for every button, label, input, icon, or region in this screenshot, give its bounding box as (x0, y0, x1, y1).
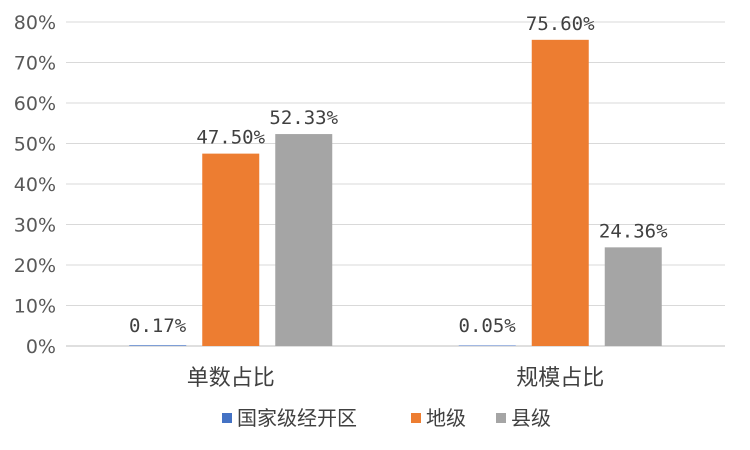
y-tick-label: 80% (14, 12, 56, 34)
y-tick-label: 10% (14, 296, 56, 318)
legend-label: 县级 (511, 406, 551, 430)
legend-label: 地级 (426, 406, 466, 430)
y-tick-label: 70% (14, 53, 56, 75)
bar (129, 345, 187, 346)
data-label: 0.17% (129, 315, 187, 337)
legend-swatch (496, 413, 506, 423)
y-tick-label: 60% (14, 93, 56, 115)
data-label: 0.05% (459, 315, 517, 337)
bar (604, 247, 662, 346)
y-tick-label: 20% (14, 255, 56, 277)
x-tick-label: 单数占比 (187, 366, 275, 391)
legend-swatch (222, 413, 232, 423)
data-label: 47.50% (196, 127, 265, 149)
data-labels: 0.17% 47.50%52.33% 0.05% 75.60% 24.36% (129, 13, 668, 337)
y-tick-label: 50% (14, 134, 56, 156)
bars (129, 39, 662, 346)
legend: 国家级经开区 地级 县级 (222, 406, 551, 430)
bar (531, 39, 589, 346)
bar (458, 345, 516, 346)
bar (202, 153, 260, 346)
y-tick-label: 0% (26, 336, 56, 358)
x-axis: 单数占比 规模占比 (187, 366, 605, 391)
y-tick-label: 30% (14, 215, 56, 237)
y-axis: 0% 10% 20% 30% 40% 50% 60% 70% 80% (14, 12, 56, 358)
legend-swatch (411, 413, 421, 423)
legend-label: 国家级经开区 (237, 406, 357, 430)
x-tick-label: 规模占比 (516, 366, 604, 391)
data-label: 52.33% (269, 107, 338, 129)
data-label: 75.60% (526, 13, 595, 35)
bar (275, 134, 333, 346)
y-tick-label: 40% (14, 174, 56, 196)
gridlines (66, 21, 725, 347)
data-label: 24.36% (599, 220, 668, 242)
